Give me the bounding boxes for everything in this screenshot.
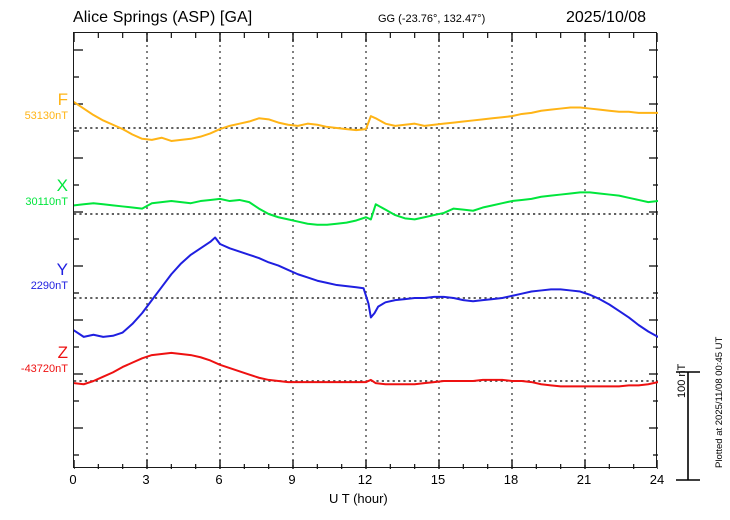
component-letter-y: Y <box>56 260 68 279</box>
component-letter-x: X <box>56 176 68 195</box>
x-tick-21: 21 <box>576 472 592 487</box>
observation-date: 2025/10/08 <box>566 9 647 26</box>
scale-bar <box>676 371 700 481</box>
component-label-x: X 30110nT <box>25 177 68 208</box>
scale-bar-label: 100 nT <box>676 363 688 398</box>
trace-z <box>74 351 658 388</box>
x-tick-0: 0 <box>69 472 77 487</box>
x-tick-6: 6 <box>215 472 223 487</box>
component-label-z: Z -43720nT <box>21 344 68 375</box>
x-tick-18: 18 <box>503 472 519 487</box>
component-baseline-z: -43720nT <box>20 363 68 375</box>
component-baseline-x: 30110nT <box>25 196 68 208</box>
magnetogram-svg <box>74 33 658 469</box>
x-tick-3: 3 <box>142 472 150 487</box>
page-title: Alice Springs (ASP) [GA] <box>73 9 253 26</box>
x-tick-12: 12 <box>357 472 373 487</box>
x-tick-9: 9 <box>288 472 296 487</box>
x-tick-15: 15 <box>430 472 446 487</box>
component-letter-z: Z <box>57 343 68 362</box>
component-label-y: Y 2290nT <box>31 261 68 292</box>
x-axis-title: U T (hour) <box>329 491 388 506</box>
magnetogram-plot-area <box>73 32 658 469</box>
geographic-coordinates: GG (-23.76°, 132.47°) <box>378 13 486 25</box>
trace-f <box>74 101 658 142</box>
trace-y <box>74 236 658 338</box>
component-letter-f: F <box>57 90 68 109</box>
plotted-at-timestamp: Plotted at 2025/11/08 00:45 UT <box>714 336 725 468</box>
component-baseline-f: 53130nT <box>24 110 68 122</box>
trace-x <box>74 191 658 226</box>
component-baseline-y: 2290nT <box>30 280 68 292</box>
component-label-f: F 53130nT <box>25 91 68 122</box>
x-tick-24: 24 <box>649 472 665 487</box>
